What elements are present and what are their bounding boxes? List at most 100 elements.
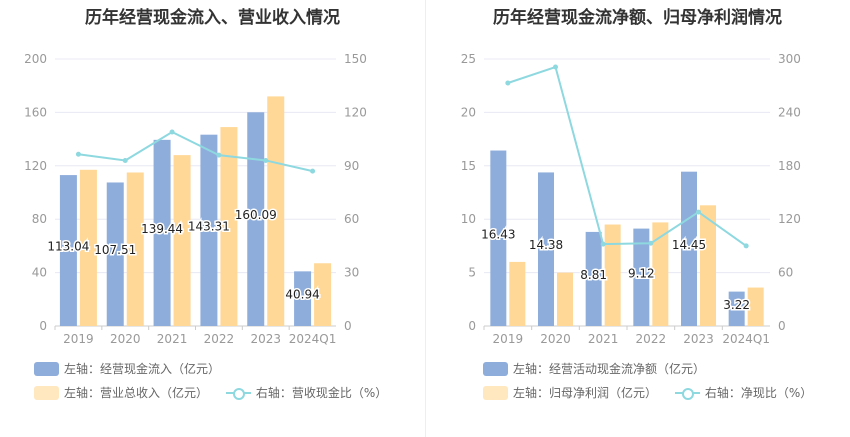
legend-line-icon <box>674 386 700 400</box>
left-axis-tick-label: 0 <box>468 319 476 333</box>
line-point <box>216 152 222 158</box>
bar <box>747 287 764 326</box>
bar <box>220 127 238 327</box>
line-point <box>169 129 175 135</box>
x-axis-tick-label: 2022 <box>204 332 235 346</box>
panel-divider <box>425 0 426 437</box>
bar <box>314 263 332 326</box>
left-axis-tick-label: 15 <box>461 159 476 173</box>
net-cash-flow-profit-chart: 0 5 10 15 20 25 0 60 120 180 240 300 2019 2020 2021 202… <box>461 52 801 346</box>
right-axis-tick-label: 180 <box>778 159 801 173</box>
ratio-line <box>507 65 747 247</box>
right-axis-tick-label: 90 <box>344 159 359 173</box>
bar <box>79 169 97 326</box>
right-axis-tick-label: 0 <box>344 319 352 333</box>
bar-data-label: 16.43 <box>481 227 515 241</box>
bar <box>173 155 191 326</box>
x-axis-tick-label: 2019 <box>493 332 524 346</box>
x-axis-tick-label: 2023 <box>250 332 281 346</box>
line-point <box>743 243 749 249</box>
right-axis-tick-label: 150 <box>344 52 367 66</box>
left-axis-tick-label: 120 <box>24 159 47 173</box>
legend-swatch <box>34 385 59 400</box>
x-axis-tick-label: 2020 <box>110 332 141 346</box>
bar-data-label: 113.04 <box>47 240 89 254</box>
bar-data-label: 9.12 <box>628 266 655 280</box>
legend-row-2: 左轴：归母净利润（亿元） 右轴：净现比（%） <box>483 384 826 403</box>
x-axis-tick-label: 2022 <box>636 332 667 346</box>
x-axis-tick-label: 2020 <box>540 332 571 346</box>
bar <box>490 150 507 326</box>
bar <box>247 112 265 326</box>
left-axis-tick-label: 200 <box>24 52 47 66</box>
bar-data-label: 3.22 <box>723 298 750 312</box>
bar <box>681 171 697 326</box>
right-axis-tick-label: 240 <box>778 105 801 119</box>
bar <box>538 172 554 326</box>
right-axis-tick-label: 120 <box>778 212 801 226</box>
line-point <box>310 168 316 174</box>
bar <box>728 291 745 326</box>
left-axis-tick-label: 5 <box>468 266 476 280</box>
left-axis-tick-label: 0 <box>39 319 47 333</box>
left-axis-tick-label: 25 <box>461 52 476 66</box>
legend-label: 右轴：营收现金比（%） <box>255 386 388 400</box>
legend-label: 右轴：净现比（%） <box>704 386 813 400</box>
bar <box>652 222 669 326</box>
legend-net-cash-ratio[interactable]: 右轴：净现比（%） <box>674 384 813 401</box>
x-axis-tick-label: 2019 <box>63 332 94 346</box>
line-point <box>600 241 606 247</box>
bar-data-label: 139.44 <box>141 222 183 236</box>
legend-total-revenue[interactable]: 左轴：营业总收入（亿元） <box>34 384 208 401</box>
legend-row-1: 左轴：经营活动现金流净额（亿元） <box>483 360 719 379</box>
chart-title: 历年经营现金流净额、归母净利润情况 <box>493 8 782 28</box>
left-axis-tick-label: 10 <box>461 212 476 226</box>
legend-swatch <box>483 385 508 400</box>
net-cash-flow-profit-panel: 历年经营现金流净额、归母净利润情况 0 5 10 15 20 25 0 60 120 180 240… <box>425 0 850 437</box>
bar <box>633 228 650 326</box>
legend-row-2: 左轴：营业总收入（亿元） 右轴：营收现金比（%） <box>34 384 401 403</box>
line-point <box>122 157 128 163</box>
right-axis-tick-label: 60 <box>344 212 359 226</box>
legend-net-profit[interactable]: 左轴：归母净利润（亿元） <box>483 384 657 401</box>
bar <box>267 96 285 326</box>
bar-data-label: 160.09 <box>235 208 277 222</box>
legend-revenue-cash-ratio[interactable]: 右轴：营收现金比（%） <box>225 384 388 401</box>
bar <box>200 134 218 326</box>
bar-data-label: 40.94 <box>285 288 319 302</box>
bar <box>294 271 312 326</box>
x-axis-tick-label: 2024Q1 <box>722 332 770 346</box>
right-axis-tick-label: 30 <box>344 266 359 280</box>
cash-inflow-revenue-chart: 0 40 80 120 160 200 0 30 60 90 120 150 2019 2020 2021 2… <box>24 52 367 346</box>
bar <box>557 272 573 326</box>
line-point <box>505 80 511 86</box>
line-point <box>696 209 701 215</box>
bar <box>59 175 77 326</box>
bar <box>509 261 526 326</box>
bar-data-label: 8.81 <box>580 268 607 282</box>
legend-swatch <box>34 361 59 376</box>
legend-label: 左轴：经营现金流入（亿元） <box>64 362 221 376</box>
legend-net-operating-cash[interactable]: 左轴：经营活动现金流净额（亿元） <box>483 360 705 377</box>
right-axis-tick-label: 0 <box>778 319 786 333</box>
bar <box>604 224 621 326</box>
legend-cash-inflow[interactable]: 左轴：经营现金流入（亿元） <box>34 360 220 377</box>
x-axis-tick-label: 2021 <box>157 332 188 346</box>
line-point <box>553 64 558 70</box>
left-axis-tick-label: 40 <box>32 266 47 280</box>
left-axis-tick-label: 160 <box>24 105 47 119</box>
left-axis-tick-label: 20 <box>461 105 476 119</box>
bar <box>126 172 144 326</box>
x-axis-tick-label: 2023 <box>683 332 714 346</box>
line-point <box>75 151 81 157</box>
x-axis-tick-label: 2024Q1 <box>289 332 337 346</box>
bar <box>700 205 716 326</box>
legend-label: 左轴：经营活动现金流净额（亿元） <box>513 362 706 376</box>
bar <box>153 139 171 326</box>
cash-inflow-revenue-panel: 历年经营现金流入、营业收入情况 0 40 80 120 160 200 0 30 60 90 120… <box>24 8 401 403</box>
x-axis-tick-label: 2021 <box>588 332 619 346</box>
legend-label: 左轴：归母净利润（亿元） <box>513 386 658 400</box>
bar-data-label: 107.51 <box>94 243 136 257</box>
bar-data-label: 143.31 <box>188 219 230 233</box>
right-axis-tick-label: 60 <box>778 266 793 280</box>
